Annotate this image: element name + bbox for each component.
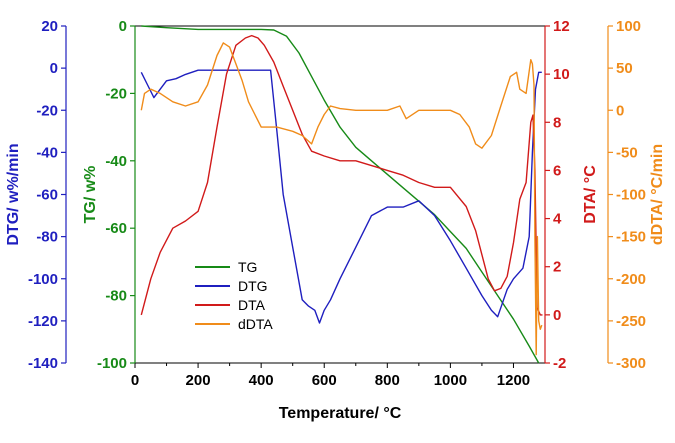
x-tick-label: 1200 <box>497 372 530 389</box>
legend-label-tg: TG <box>238 259 257 275</box>
dta-tick-label: 8 <box>553 114 561 131</box>
dta-axis-label: DTA/ °C <box>582 165 599 224</box>
ddta-axis-label: dDTA/ °C/min <box>649 144 666 245</box>
ddta-tick-label: -100 <box>616 187 646 204</box>
tg-tick-label: -20 <box>105 85 127 102</box>
dta-tick-label: 6 <box>553 162 561 179</box>
dtg-tick-label: -140 <box>28 355 58 372</box>
series-line-tg <box>141 25 540 364</box>
ddta-tick-label: 0 <box>616 102 624 119</box>
tg-tick-label: -60 <box>105 220 127 237</box>
dtg-tick-label: -80 <box>36 229 58 246</box>
dtg-tick-label: -120 <box>28 313 58 330</box>
x-tick-label: 0 <box>131 372 139 389</box>
ddta-tick-label: -300 <box>616 355 646 372</box>
dtg-tick-label: -100 <box>28 271 58 288</box>
ddta-tick-label: -150 <box>616 229 646 246</box>
tg-tick-label: -40 <box>105 153 127 170</box>
dta-tick-label: 10 <box>553 66 570 83</box>
dtg-tick-label: 20 <box>41 18 58 35</box>
legend-label-dta: DTA <box>238 297 266 313</box>
dtg-tick-label: -20 <box>36 102 58 119</box>
ddta-tick-label: 100 <box>616 18 641 35</box>
ddta-tick-label: -200 <box>616 271 646 288</box>
series-line-dtg <box>140 69 542 324</box>
series-line-dta <box>140 34 543 316</box>
tg-tick-label: -100 <box>97 355 127 372</box>
dta-tick-label: 0 <box>553 307 561 324</box>
ddta-tick-label: -50 <box>616 144 638 161</box>
tg-axis-label: TG/ w% <box>82 166 99 224</box>
dtg-tick-label: -40 <box>36 144 58 161</box>
dta-tick-label: 2 <box>553 259 561 276</box>
legend-label-ddta: dDTA <box>238 316 273 332</box>
legend-label-dtg: DTG <box>238 278 268 294</box>
ddta-tick-label: -250 <box>616 313 646 330</box>
dtg-axis-label: DTG/ w%/min <box>5 143 22 245</box>
tg-tick-label: 0 <box>119 18 127 35</box>
x-axis-label: Temperature/ °C <box>279 405 402 422</box>
dtg-tick-label: -60 <box>36 187 58 204</box>
series-line-ddta <box>140 42 543 356</box>
x-tick-label: 400 <box>249 372 274 389</box>
tg-tick-label: -80 <box>105 288 127 305</box>
ddta-tick-label: 50 <box>616 60 633 77</box>
x-tick-label: 800 <box>375 372 400 389</box>
x-tick-label: 200 <box>186 372 211 389</box>
dta-tick-label: 4 <box>553 211 562 228</box>
x-tick-label: 1000 <box>434 372 467 389</box>
x-tick-label: 600 <box>312 372 337 389</box>
dtg-tick-label: 0 <box>50 60 58 77</box>
dta-tick-label: -2 <box>553 355 566 372</box>
dta-tick-label: 12 <box>553 18 570 35</box>
